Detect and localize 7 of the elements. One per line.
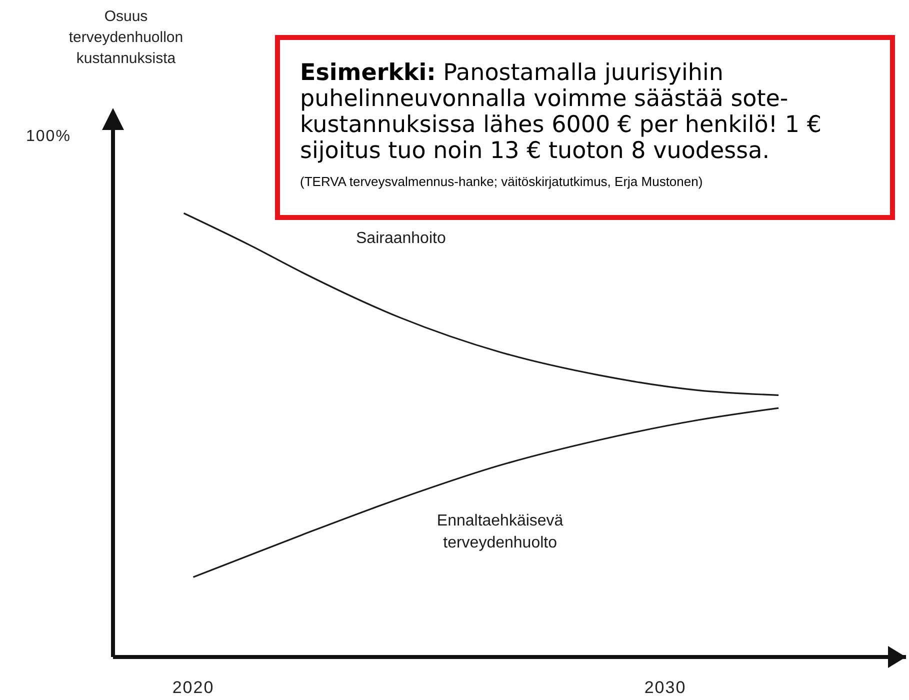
text: Osuus terveydenhuollon kustannuksista <box>68 7 184 69</box>
x-tick-label: 2020 <box>172 678 214 698</box>
text: Sairaanhoito <box>356 230 446 247</box>
series-label: Ennaltaehkäisevä terveydenhuolto <box>436 512 564 552</box>
text: 100% <box>26 128 71 146</box>
callout-box: Esimerkki: Panostamalla juurisyihin puhelinneuvonnalla voimme säästää sote-kustannuksissa lähes 6000 € per henkilö! 1 € sijoitus tuo noin 13 € tuoton 8 vuodessa. (TERVA terveysvalmennus-hanke; väitöskirjatutkimus, Erja Mustonen) <box>275 35 895 220</box>
x-tick-label: 2030 <box>644 678 686 698</box>
